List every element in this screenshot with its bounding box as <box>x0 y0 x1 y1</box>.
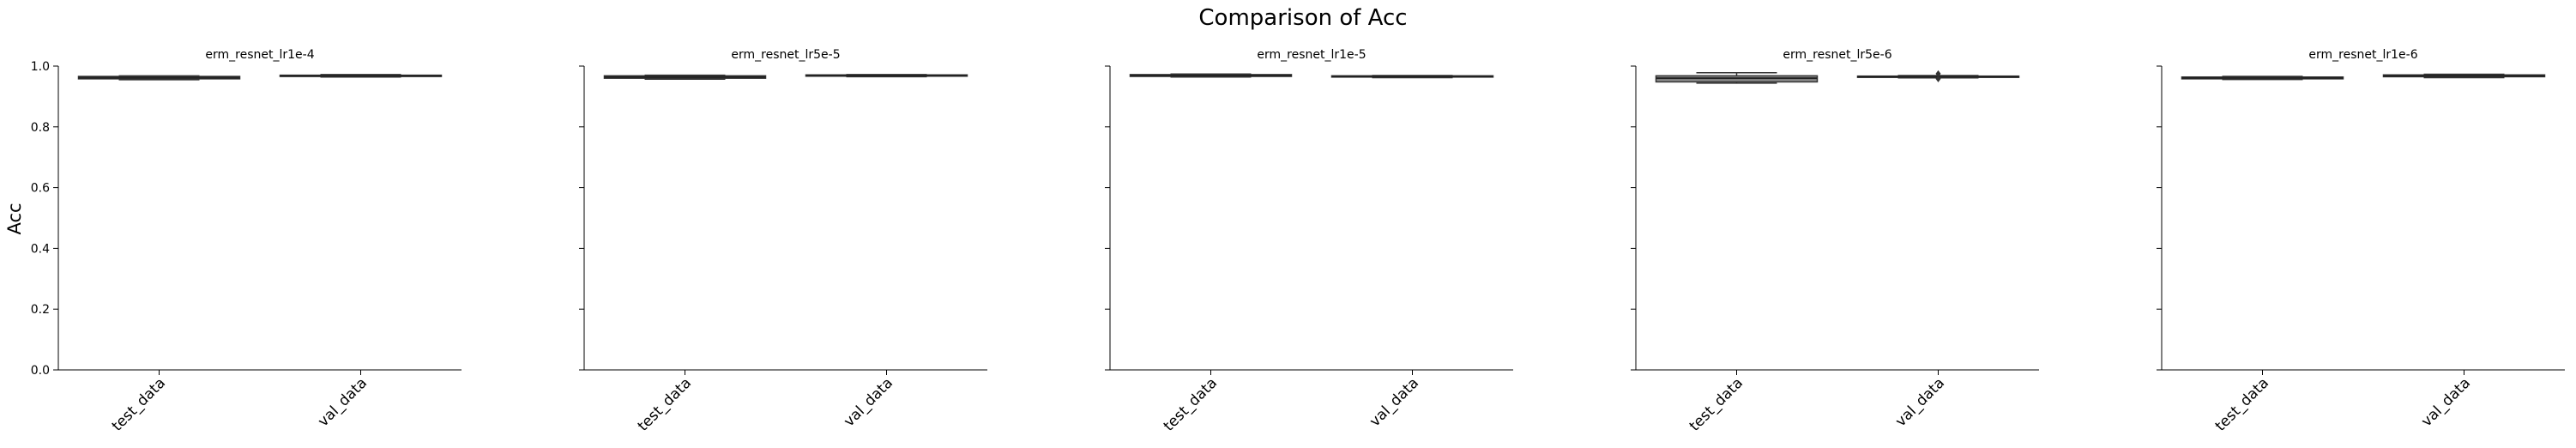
panel-title: erm_resnet_lr1e-6 <box>2308 48 2417 62</box>
x-tick-label: test_data <box>635 374 695 434</box>
x-tick-label: val_data <box>841 374 896 430</box>
panel-3: erm_resnet_lr1e-5 test_data val_data <box>1105 48 1513 435</box>
panel-title: erm_resnet_lr1e-5 <box>1257 48 1366 62</box>
y-axis-label: Acc <box>4 203 25 234</box>
x-tick-label: test_data <box>2212 374 2272 434</box>
panel-4: erm_resnet_lr5e-6 test_data val_data <box>1631 48 2039 435</box>
panel-1: erm_resnet_lr1e-4 0.0 0.2 0.4 0.6 0.8 1.0 test_… <box>31 48 462 435</box>
panel-title: erm_resnet_lr1e-4 <box>205 48 314 62</box>
panel-title: erm_resnet_lr5e-5 <box>731 48 840 62</box>
y-tick-label: 0.8 <box>31 121 50 135</box>
y-tick-label: 0.2 <box>31 303 50 317</box>
x-tick-label: test_data <box>1161 374 1221 434</box>
x-tick-label: test_data <box>109 374 169 434</box>
outlier-point <box>1935 70 1941 77</box>
y-tick-label: 0.4 <box>31 242 50 256</box>
outlier-point <box>1935 75 1941 82</box>
x-tick-label: val_data <box>1892 374 1948 430</box>
x-tick-label: val_data <box>2418 374 2474 430</box>
panel-2: erm_resnet_lr5e-5 test_data val_data <box>579 48 987 435</box>
x-tick-label: val_data <box>315 374 371 430</box>
panels-group: erm_resnet_lr1e-4 0.0 0.2 0.4 0.6 0.8 1.0 test_… <box>31 48 2565 435</box>
y-tick-label: 1.0 <box>31 60 50 74</box>
chart-suptitle: Comparison of Acc <box>1198 5 1407 31</box>
x-tick-label: val_data <box>1366 374 1422 430</box>
x-tick-label: test_data <box>1686 374 1746 434</box>
panel-5: erm_resnet_lr1e-6 test_data val_data <box>2157 48 2565 435</box>
y-tick-label: 0.6 <box>31 182 50 196</box>
y-tick-label: 0.0 <box>31 364 50 378</box>
panel-title: erm_resnet_lr5e-6 <box>1783 48 1891 62</box>
